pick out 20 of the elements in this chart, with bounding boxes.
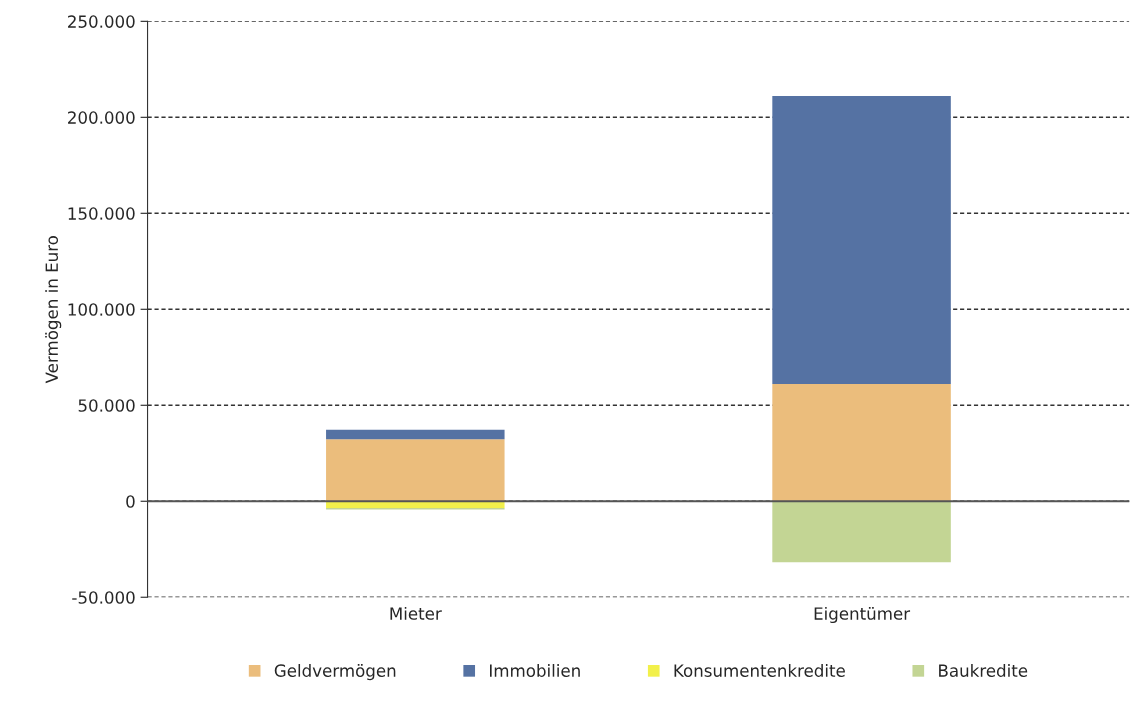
- y-tick-label: 0: [126, 495, 135, 508]
- y-tick-label: -50.000: [72, 591, 135, 604]
- y-tick-label: 50.000: [78, 399, 135, 412]
- bar: [772, 96, 951, 384]
- y-tick-label: 150.000: [68, 207, 135, 220]
- y-tick-label: 250.000: [68, 15, 135, 28]
- legend-label: Baukredite: [939, 664, 1028, 677]
- y-tick-label: 200.000: [68, 111, 135, 124]
- legend-label: Konsumentenkredite: [674, 664, 845, 677]
- bar: [326, 439, 505, 502]
- bar: [772, 501, 951, 563]
- bar: [772, 383, 951, 502]
- legend-label: Immobilien: [490, 664, 580, 677]
- y-axis-title: Vermögen in Euro: [45, 236, 62, 384]
- x-tick-label: Mieter: [390, 606, 442, 620]
- legend-label: Geldvermögen: [274, 664, 396, 681]
- bar: [326, 429, 505, 440]
- x-tick-label: Eigentümer: [814, 606, 911, 624]
- y-tick-label: 100.000: [68, 303, 135, 316]
- bar: [326, 501, 505, 508]
